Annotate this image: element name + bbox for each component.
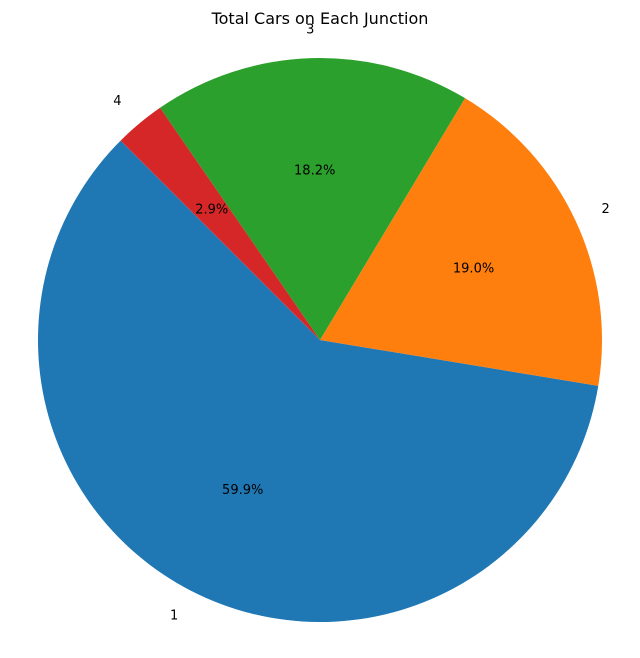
pie-slice-3 <box>160 58 466 341</box>
slice-percent-1: 59.9% <box>222 483 263 498</box>
slice-label-1: 1 <box>170 608 178 623</box>
slice-percent-4: 2.9% <box>195 202 228 217</box>
slice-label-4: 4 <box>113 94 121 109</box>
chart-title: Total Cars on Each Junction <box>211 9 429 28</box>
pie-labels: 1 59.9% 2 19.0% 3 18.2% 4 2.9% <box>113 22 610 623</box>
slice-label-3: 3 <box>306 22 314 37</box>
pie-slice-2 <box>320 98 603 386</box>
slice-percent-2: 19.0% <box>453 261 494 276</box>
pie-slices <box>38 58 603 623</box>
pie-slice-4 <box>120 107 320 340</box>
slice-label-2: 2 <box>602 202 610 217</box>
slice-percent-3: 18.2% <box>294 163 335 178</box>
pie-slice-1 <box>38 140 599 623</box>
